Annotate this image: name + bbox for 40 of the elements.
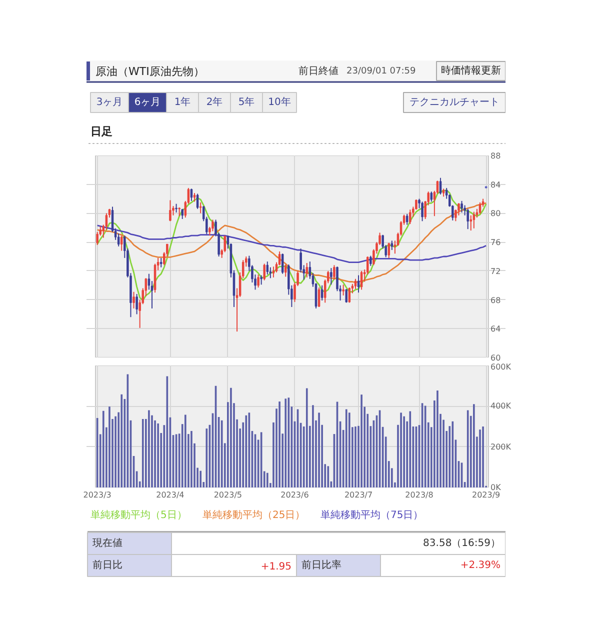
text: 10年	[268, 96, 291, 108]
text: 単純移動平均（75日）	[320, 509, 424, 521]
y-tick-label: 84	[490, 180, 501, 190]
x-tick-label: 2023/8	[405, 490, 434, 500]
y-tick-label: 64	[490, 324, 501, 334]
y-tick-label: 72	[490, 266, 501, 276]
x-tick-label: 2023/4	[156, 490, 184, 500]
text: +2.39%	[460, 560, 501, 571]
y-tick-label: 80	[490, 209, 501, 218]
text: 2年	[206, 96, 223, 108]
x-tick-label: 2023/7	[344, 490, 373, 500]
y-tick-label: 68	[490, 296, 501, 305]
text: 5年	[238, 96, 255, 108]
y-tick-label: 200K	[490, 442, 512, 452]
x-tick-label: 2023/9	[472, 490, 500, 500]
text: 前日比	[92, 559, 122, 571]
text: 前日比率	[302, 559, 342, 571]
chart-subtitle: 日足	[90, 125, 112, 138]
text: 23/09/01 07:59	[346, 66, 416, 76]
x-tick-label: 2023/6	[280, 490, 309, 500]
y-tick-label: 400K	[490, 402, 512, 411]
text: +1.95	[260, 562, 292, 572]
y-tick-label: 600K	[490, 362, 512, 372]
text: 前日終値	[298, 65, 338, 77]
x-tick-label: 2023/5	[214, 490, 242, 500]
y-tick-label: 0K	[490, 483, 502, 492]
text: 6ヶ月	[134, 97, 161, 108]
x-tick-label: 2023/3	[83, 490, 112, 500]
y-tick-label: 60	[490, 354, 501, 362]
y-tick-label: 88	[490, 152, 501, 160]
text: 単純移動平均（5日）	[90, 509, 187, 521]
text: 現在値	[92, 537, 122, 549]
y-tick-label: 76	[490, 238, 501, 248]
text: 単純移動平均（25日）	[202, 509, 306, 521]
text: 1年	[174, 96, 191, 108]
text: 83.58（16:59）	[423, 538, 501, 549]
text: テクニカルチャート	[410, 97, 500, 108]
text: 3ヶ月	[96, 97, 123, 108]
chart-title: 原油（WTI原油先物）	[96, 65, 204, 78]
text: 時価情報更新	[441, 64, 501, 76]
